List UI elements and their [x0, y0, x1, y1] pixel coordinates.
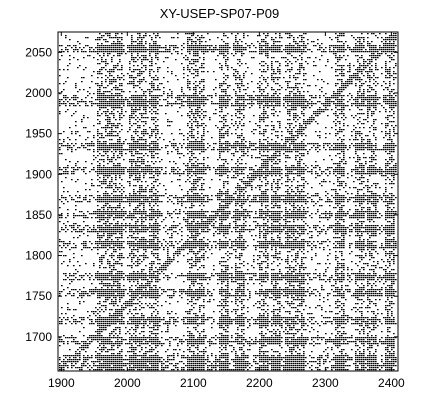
x-tick-label: 2300	[312, 376, 339, 390]
x-tick-label: 2100	[180, 376, 207, 390]
y-tick-label: 2050	[25, 45, 52, 59]
y-tick-label: 1900	[25, 167, 52, 181]
x-axis: 1900 2000 2100 2200 2300 2400	[48, 32, 405, 390]
recurrence-points	[59, 33, 397, 371]
plot-frame	[57, 31, 399, 372]
y-tick-label: 1700	[25, 330, 52, 344]
x-tick-label: 2400	[378, 376, 405, 390]
y-tick-label: 2000	[25, 86, 52, 100]
y-tick-label: 1950	[25, 127, 52, 141]
y-tick-label: 1750	[25, 289, 52, 303]
y-tick-label: 1850	[25, 208, 52, 222]
chart-title: XY-USEP-SP07-P09	[159, 6, 280, 21]
y-tick-label: 1800	[25, 249, 52, 263]
x-tick-label: 2000	[114, 376, 141, 390]
recurrence-dots	[59, 33, 397, 371]
x-tick-label: 2200	[246, 376, 273, 390]
x-tick-label: 1900	[48, 376, 75, 390]
y-axis: 1700 1750 1800 1850 1900 1950 2000 2050	[25, 45, 398, 344]
